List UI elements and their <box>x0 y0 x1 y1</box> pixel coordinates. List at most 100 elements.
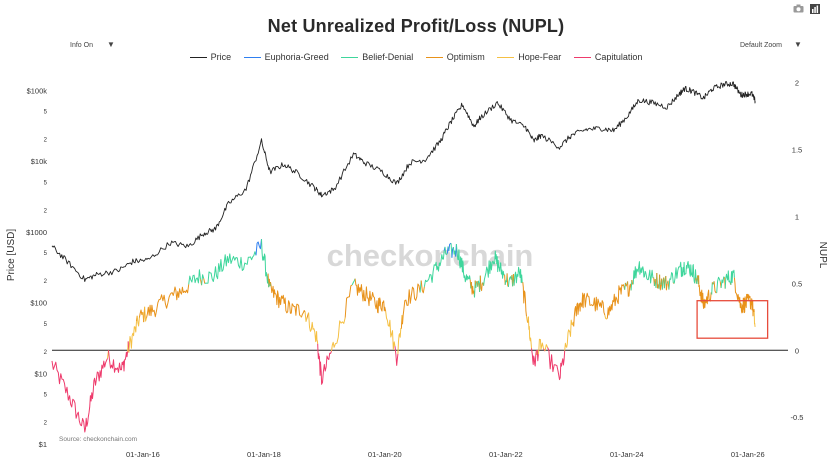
nupl-segment <box>477 280 480 287</box>
nupl-segment <box>331 317 346 352</box>
left-minor-tick-label: 2 <box>44 350 48 356</box>
nupl-segment <box>402 283 421 325</box>
nupl-segment <box>452 247 457 257</box>
nupl-segment <box>507 275 513 287</box>
info-toggle-label: Info On <box>70 42 93 49</box>
nupl-segment <box>144 306 147 322</box>
chart-legend: Price Euphoria-Greed Belief-Denial Optim… <box>0 52 832 62</box>
left-tick-label: $10k <box>31 157 48 166</box>
left-tick-label: $100k <box>27 86 48 95</box>
nupl-segment <box>479 275 483 292</box>
legend-swatch <box>189 57 207 59</box>
highlight-box-layer <box>696 300 769 339</box>
right-tick-label: 1.5 <box>792 145 802 154</box>
legend-swatch <box>243 57 261 59</box>
nupl-segment <box>604 314 608 320</box>
left-minor-tick-label: 2 <box>44 421 48 427</box>
left-minor-tick-label: 2 <box>44 138 48 144</box>
nupl-segment <box>513 266 523 286</box>
legend-item-optimism[interactable]: Optimism <box>425 52 485 62</box>
right-tick-label: -0.5 <box>791 413 804 422</box>
watermark: checkonchain <box>327 238 534 273</box>
nupl-segment <box>108 350 129 373</box>
nupl-segment <box>351 278 356 286</box>
nupl-segment <box>713 281 717 294</box>
nupl-segment <box>483 250 505 286</box>
legend-swatch <box>425 57 443 59</box>
left-minor-tick-label: 5 <box>44 251 48 257</box>
nupl-segment <box>632 261 654 285</box>
nupl-segment <box>573 292 606 327</box>
left-minor-tick-label: 2 <box>44 279 48 285</box>
legend-item-hope-fear[interactable]: Hope-Fear <box>497 52 561 62</box>
nupl-segment <box>698 275 713 309</box>
nupl-segment <box>531 348 538 367</box>
camera-icon[interactable] <box>793 4 804 15</box>
legend-label: Capitulation <box>594 52 643 62</box>
nupl-segment <box>270 282 301 317</box>
bar-chart-icon[interactable] <box>810 4 820 16</box>
legend-swatch <box>573 57 591 59</box>
nupl-segment <box>354 278 387 314</box>
legend-item-euphoria-greed[interactable]: Euphoria-Greed <box>243 52 329 62</box>
x-tick-label: 01-Jan-22 <box>489 450 523 459</box>
chevron-down-icon: ▼ <box>794 40 802 49</box>
x-tick-label: 01-Jan-24 <box>610 450 644 459</box>
nupl-segment <box>659 274 662 291</box>
nupl-segment <box>255 239 262 256</box>
nupl-segment <box>344 284 353 318</box>
legend-swatch <box>341 57 359 59</box>
right-axis-title: NUPL <box>817 242 828 269</box>
zoom-select-label: Default Zoom <box>740 42 783 49</box>
left-tick-label: $100 <box>30 299 47 308</box>
nupl-segment <box>204 251 257 285</box>
legend-label: Hope-Fear <box>518 52 562 62</box>
nupl-segment <box>128 321 137 353</box>
price-line <box>51 81 756 282</box>
price-series-layer <box>51 81 756 282</box>
nupl-series-layer <box>51 239 756 433</box>
nupl-segment <box>394 346 399 366</box>
nupl-segment <box>146 284 190 319</box>
legend-swatch <box>497 57 515 59</box>
nupl-segment <box>536 349 539 362</box>
nupl-segment <box>606 284 626 319</box>
left-minor-tick-label: 5 <box>44 180 48 186</box>
legend-label: Optimism <box>446 52 485 62</box>
right-tick-label: 0 <box>795 346 799 355</box>
legend-label: Euphoria-Greed <box>264 52 329 62</box>
x-tick-label: 01-Jan-18 <box>247 450 281 459</box>
axes-layer: $1 2 5 $10 2 5 $100 2 5 $1000 2 5 $10k 2 5 $100k -0.5 0 0.… <box>26 78 803 459</box>
legend-label: Belief-Denial <box>362 52 414 62</box>
left-tick-label: $1000 <box>26 228 47 237</box>
nupl-segment <box>527 316 532 349</box>
nupl-segment <box>308 312 319 344</box>
nupl-segment <box>138 309 144 318</box>
x-tick-label: 01-Jan-26 <box>731 450 765 459</box>
nupl-segment <box>504 273 508 285</box>
nupl-segment <box>665 275 668 291</box>
legend-item-belief-denial[interactable]: Belief-Denial <box>341 52 413 62</box>
legend-label: Price <box>210 52 232 62</box>
nupl-segment <box>201 274 205 286</box>
nupl-segment <box>51 358 108 433</box>
nupl-segment <box>624 282 628 287</box>
legend-item-capitulation[interactable]: Capitulation <box>573 52 643 62</box>
zoom-select[interactable]: Default Zoom ▼ <box>740 40 802 49</box>
nupl-segment <box>673 261 697 284</box>
nupl-segment <box>564 319 575 351</box>
nupl-segment <box>444 246 448 255</box>
nupl-segment <box>724 270 731 289</box>
nupl-segment <box>455 244 471 283</box>
left-axis-title: Price [USD] <box>6 229 17 281</box>
nupl-segment <box>720 276 725 289</box>
right-tick-label: 1 <box>795 212 799 221</box>
nupl-segment <box>300 310 306 318</box>
left-minor-tick-label: 2 <box>44 208 48 214</box>
info-toggle[interactable]: Info On ▼ <box>70 40 115 49</box>
nupl-segment <box>522 282 527 317</box>
nupl-segment <box>753 311 756 327</box>
legend-item-price[interactable]: Price <box>189 52 232 62</box>
left-minor-tick-label: 5 <box>44 110 48 116</box>
